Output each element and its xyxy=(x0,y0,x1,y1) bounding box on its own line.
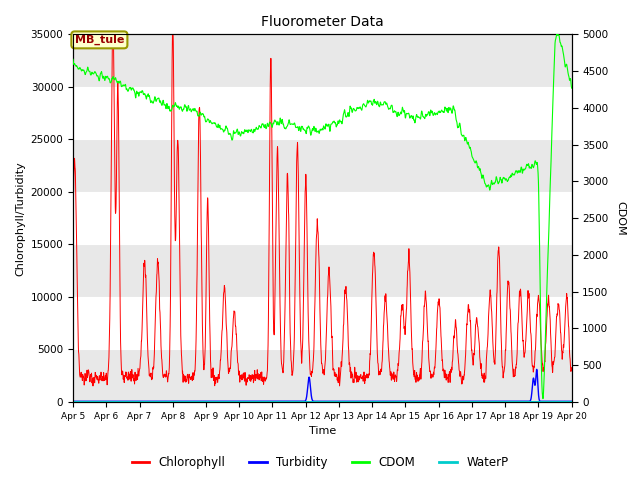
X-axis label: Time: Time xyxy=(308,426,336,436)
Y-axis label: CDOM: CDOM xyxy=(615,201,625,236)
Text: MB_tule: MB_tule xyxy=(75,35,124,45)
Title: Fluorometer Data: Fluorometer Data xyxy=(261,15,384,29)
Bar xyxy=(73,349,572,402)
Bar xyxy=(73,139,572,192)
Y-axis label: Chlorophyll/Turbidity: Chlorophyll/Turbidity xyxy=(15,161,25,276)
Bar xyxy=(73,244,572,297)
Legend: Chlorophyll, Turbidity, CDOM, WaterP: Chlorophyll, Turbidity, CDOM, WaterP xyxy=(127,452,513,474)
Bar xyxy=(73,35,572,87)
